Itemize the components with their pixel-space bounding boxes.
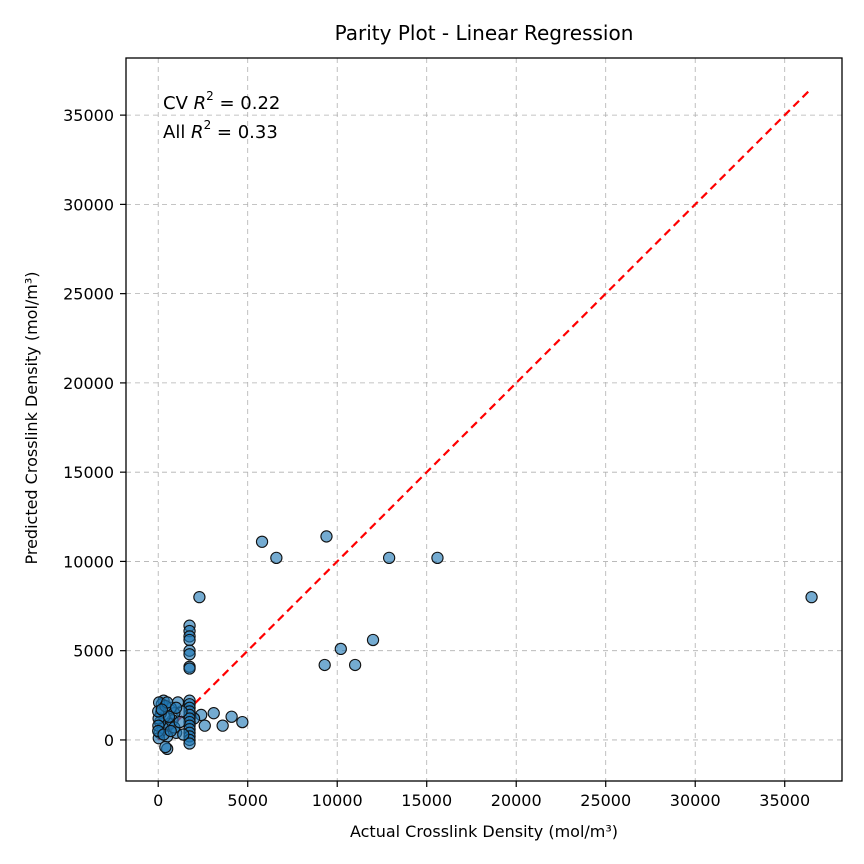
annotation-r: R [194,93,207,114]
chart-title: Parity Plot - Linear Regression [335,21,634,45]
data-point [183,737,196,750]
data-point [162,710,176,723]
annotation-value: = 0.33 [211,122,278,143]
data-point [320,530,333,543]
data-point [805,590,818,604]
y-tick-label: 20000 [63,374,114,393]
y-tick-label: 25000 [63,285,114,304]
data-point [236,715,249,729]
x-tick-label: 10000 [312,791,363,810]
y-axis-label: Predicted Crosslink Density (mol/m³) [22,271,41,564]
data-point [207,707,220,720]
x-tick-label: 15000 [401,791,452,810]
x-tick-label: 0 [153,791,163,810]
data-point [431,551,444,565]
y-tick-label: 15000 [63,463,114,482]
data-point [183,662,196,675]
r2-annotation: All R2 = 0.33 [163,118,278,143]
annotation-superscript: 2 [204,118,212,132]
data-point [164,724,177,738]
scatter-points [152,530,818,756]
annotation-value: = 0.22 [214,93,281,114]
y-tick-label: 35000 [63,106,114,125]
data-point [334,642,347,656]
y-tick-label: 30000 [63,195,114,214]
x-tick-label: 35000 [759,791,810,810]
y-axis-ticks: 0 5000 10000 15000 20000 25000 30000 35000 [63,106,126,750]
data-point [159,740,172,754]
x-tick-label: 25000 [580,791,631,810]
annotation-prefix: CV [163,93,194,114]
data-point [198,719,211,732]
data-point [270,551,283,565]
data-point [183,648,196,661]
plot-frame [125,57,843,782]
data-point [155,703,168,716]
data-point [382,551,396,565]
x-tick-label: 5000 [227,791,268,810]
annotation-superscript: 2 [206,89,214,103]
data-point [348,658,362,672]
x-axis-ticks: 0 5000 10000 15000 20000 25000 30000 35000 [153,781,810,810]
x-tick-label: 20000 [491,791,542,810]
x-tick-label: 30000 [670,791,721,810]
y-tick-label: 10000 [63,552,114,571]
data-point [183,633,196,647]
r2-annotation: CV R2 = 0.22 [163,89,280,114]
data-point [225,710,238,723]
data-point [169,701,183,714]
data-point [177,728,190,741]
data-point [173,715,186,729]
data-point [318,658,331,672]
grid-lines [126,58,842,781]
parity-line [157,87,813,741]
reference-line [157,87,813,741]
y-tick-label: 0 [104,731,114,750]
annotation-prefix: All [163,122,191,143]
annotation-r: R [191,122,204,143]
data-point [216,719,229,732]
x-axis-label: Actual Crosslink Density (mol/m³) [350,822,618,841]
data-point [366,633,380,647]
y-tick-label: 5000 [73,642,114,661]
data-point [255,535,269,548]
data-point [193,590,206,604]
